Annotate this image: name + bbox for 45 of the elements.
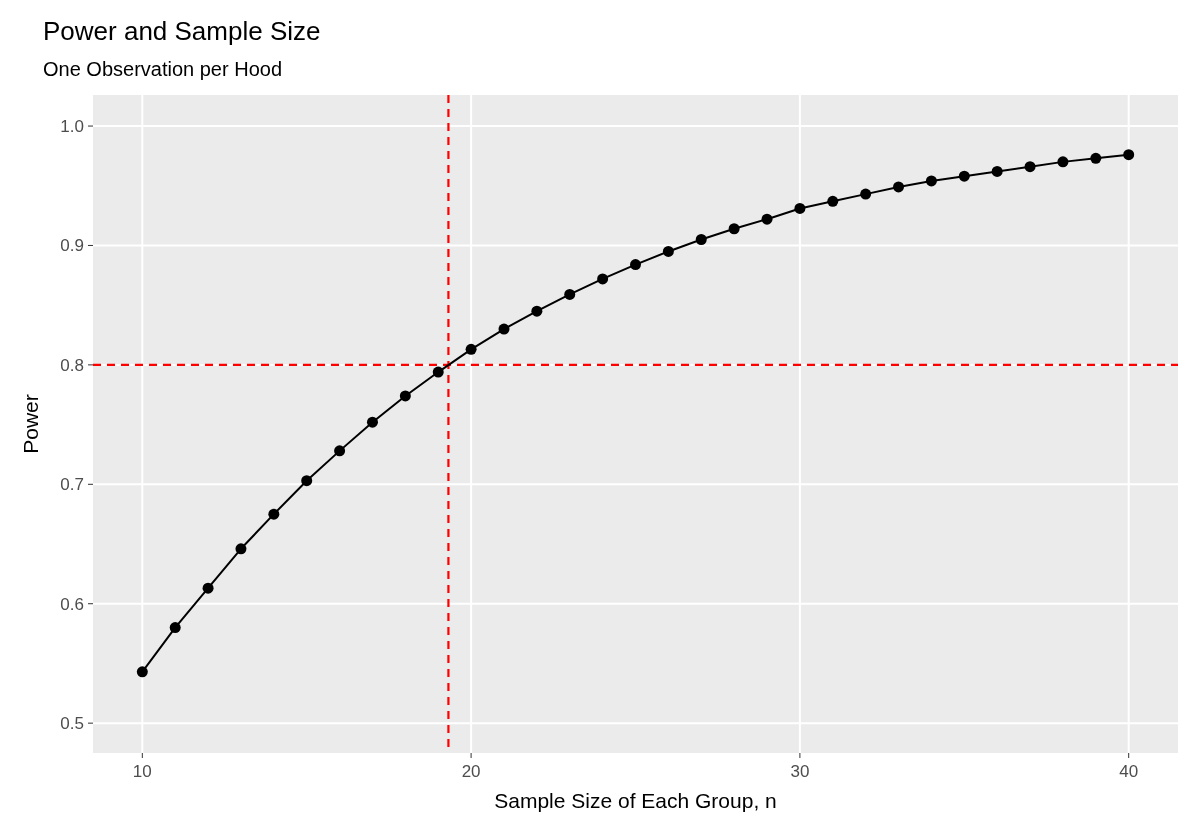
point bbox=[630, 259, 641, 271]
x-tick-label: 10 bbox=[132, 762, 152, 781]
point bbox=[695, 234, 707, 245]
y-tick-label: 0.9 bbox=[60, 236, 84, 256]
point bbox=[728, 223, 740, 235]
point bbox=[794, 202, 806, 214]
point bbox=[925, 175, 937, 187]
chart-subtitle: One Observation per Hood bbox=[43, 58, 283, 80]
point bbox=[991, 165, 1003, 177]
point bbox=[1123, 149, 1135, 161]
point bbox=[169, 622, 181, 634]
x-tick-label: 20 bbox=[461, 762, 481, 781]
x-axis-title: Sample Size of Each Group, n bbox=[494, 789, 777, 812]
point bbox=[366, 416, 378, 428]
point bbox=[136, 666, 148, 678]
point bbox=[564, 288, 576, 300]
point bbox=[860, 188, 872, 200]
y-tick-label: 0.8 bbox=[60, 355, 84, 375]
y-tick-label: 1.0 bbox=[60, 117, 84, 136]
x-tick-label: 30 bbox=[790, 762, 810, 781]
x-tick-label: 40 bbox=[1119, 762, 1139, 781]
y-axis-title: Power bbox=[19, 394, 42, 454]
point bbox=[761, 213, 773, 225]
point bbox=[893, 181, 905, 193]
point bbox=[827, 195, 839, 207]
point bbox=[235, 543, 247, 555]
point bbox=[334, 445, 346, 457]
point bbox=[1057, 156, 1069, 168]
point bbox=[498, 323, 510, 335]
point bbox=[662, 245, 674, 257]
point bbox=[432, 366, 444, 378]
point bbox=[1024, 161, 1036, 173]
point bbox=[399, 390, 411, 402]
y-tick-label: 0.6 bbox=[60, 594, 84, 614]
point bbox=[958, 170, 970, 182]
y-tick-label: 0.5 bbox=[60, 714, 84, 734]
point bbox=[1090, 152, 1102, 164]
point bbox=[465, 343, 477, 355]
point bbox=[301, 475, 313, 487]
point bbox=[531, 305, 543, 317]
point bbox=[202, 582, 214, 594]
y-tick-label: 0.7 bbox=[60, 475, 84, 495]
chart-title: Power and Sample Size bbox=[43, 16, 321, 46]
point bbox=[597, 273, 609, 285]
point bbox=[268, 508, 280, 520]
